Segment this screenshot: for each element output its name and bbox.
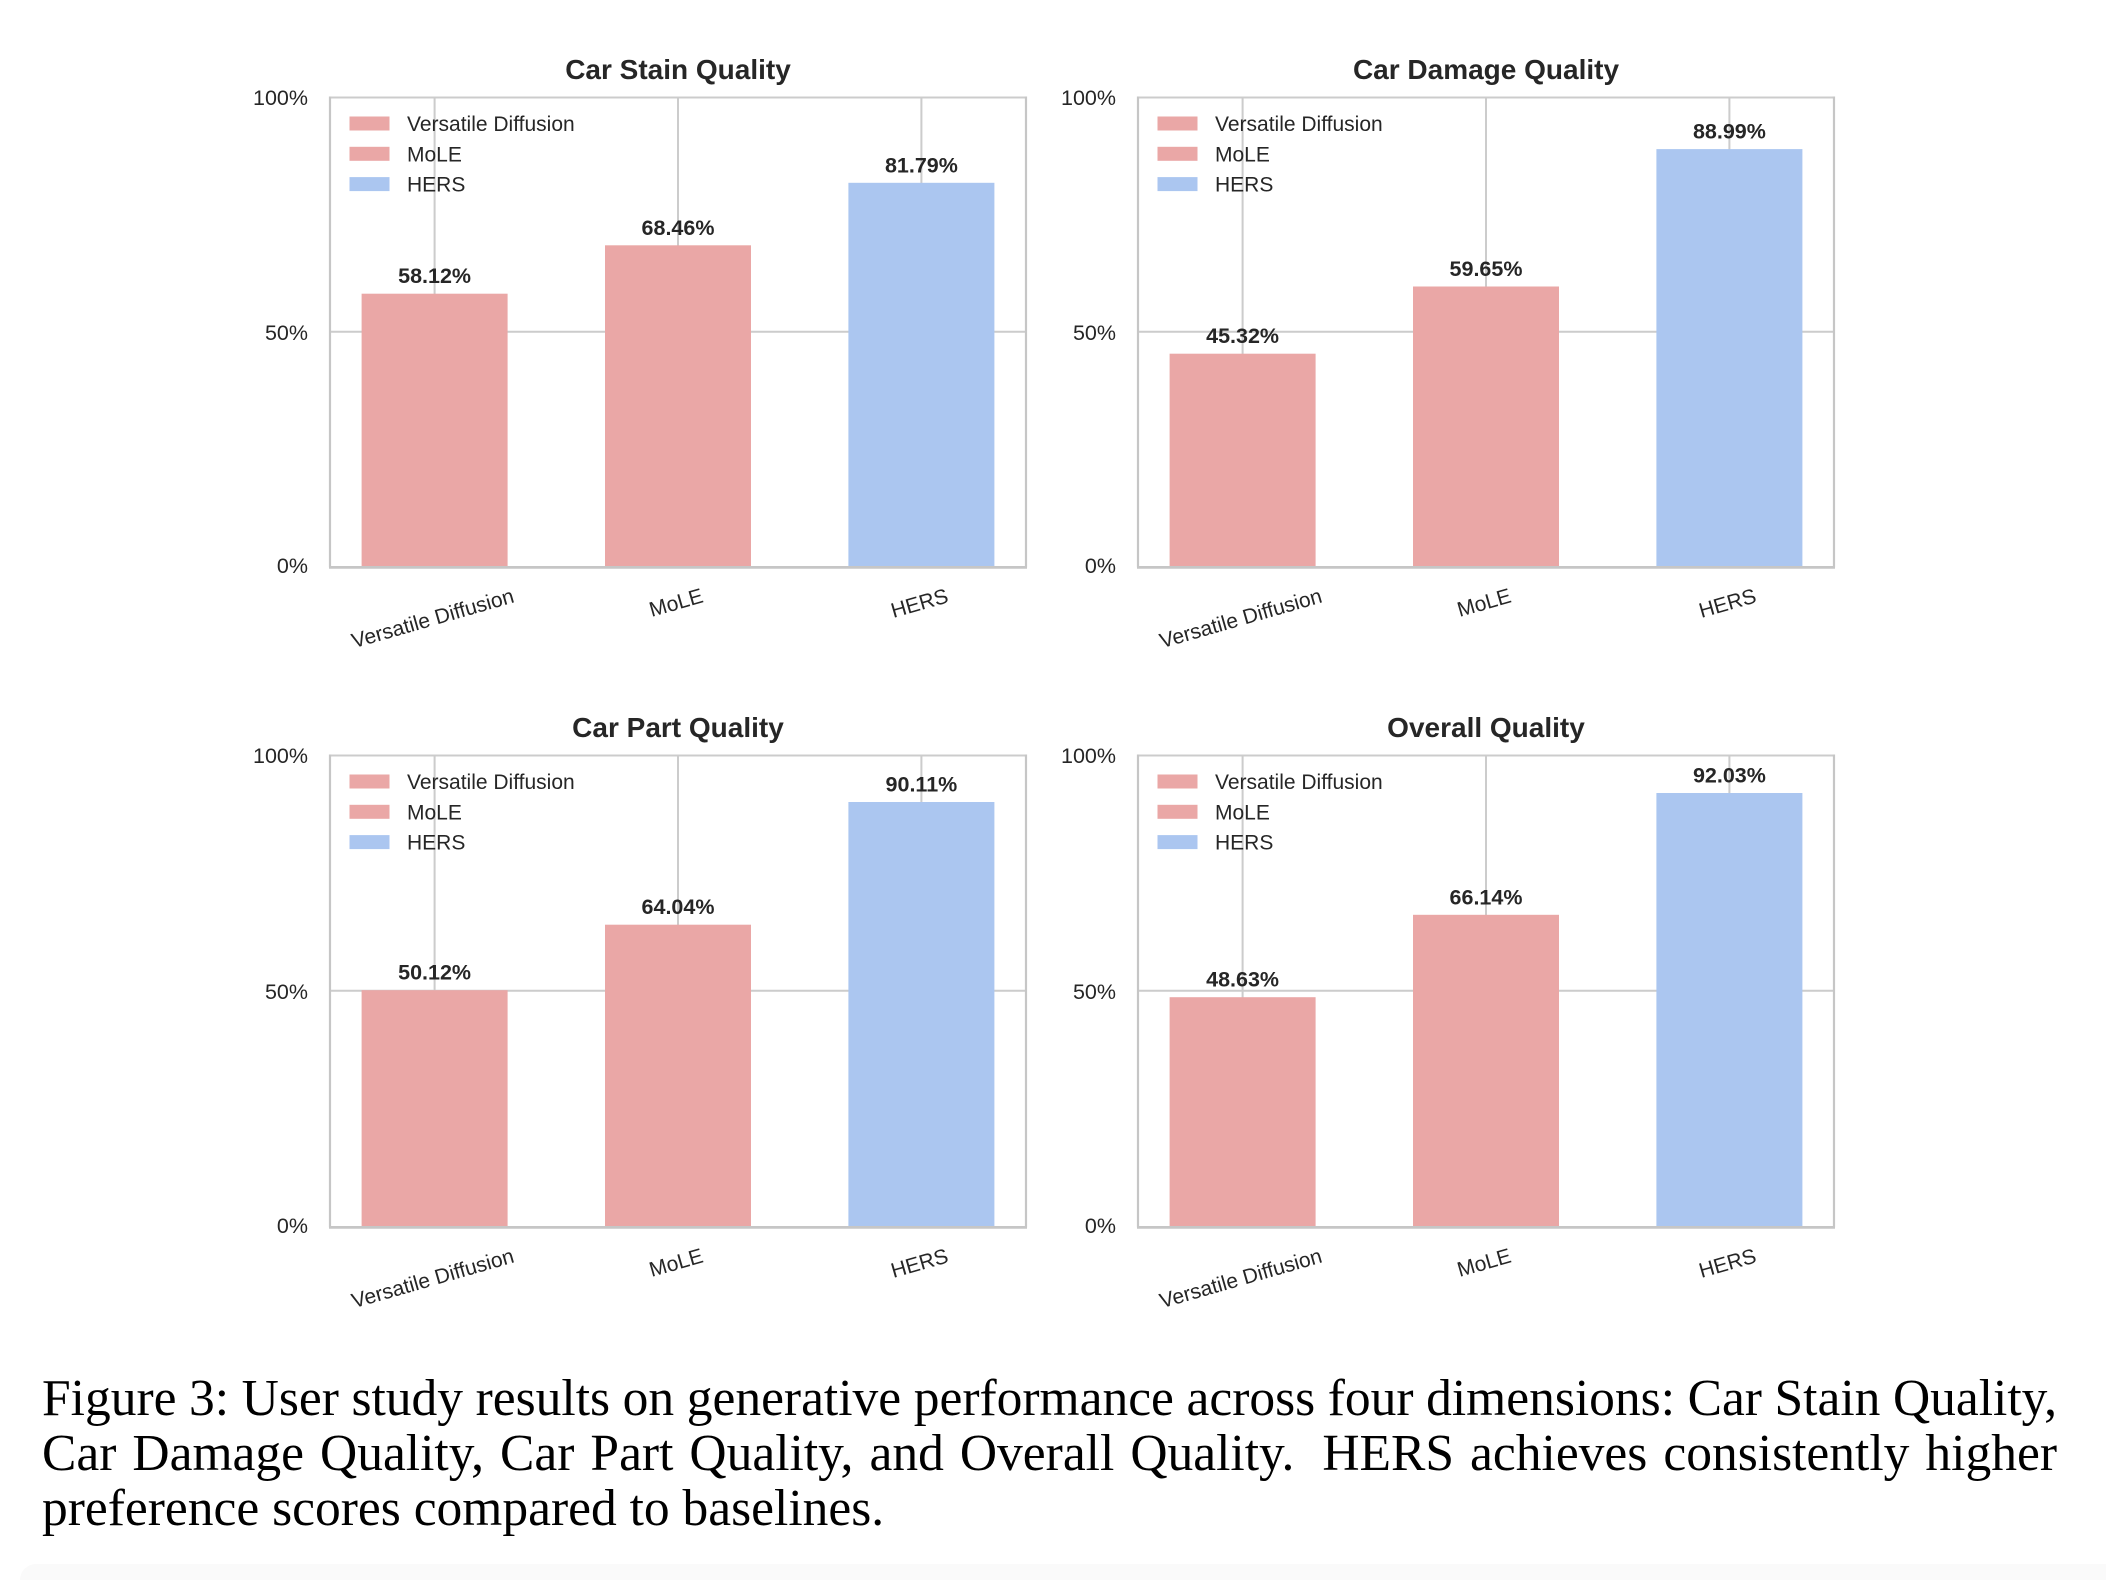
svg-text:HERS: HERS [1215,832,1273,855]
svg-text:Versatile Diffusion: Versatile Diffusion [407,771,575,794]
svg-text:MoLE: MoLE [1215,801,1270,824]
svg-text:0%: 0% [1085,1214,1116,1238]
svg-text:Versatile Diffusion: Versatile Diffusion [1215,113,1383,136]
svg-text:58.12%: 58.12% [398,264,471,288]
svg-text:92.03%: 92.03% [1693,764,1766,788]
svg-text:MoLE: MoLE [647,1245,706,1282]
svg-text:50%: 50% [1073,321,1116,345]
svg-text:MoLE: MoLE [1215,143,1270,166]
svg-text:64.04%: 64.04% [642,895,715,919]
svg-text:50%: 50% [265,980,308,1004]
svg-text:48.63%: 48.63% [1206,968,1279,992]
svg-text:81.79%: 81.79% [885,153,958,177]
svg-text:Car Stain Quality: Car Stain Quality [565,54,791,85]
svg-text:MoLE: MoLE [407,801,462,824]
svg-text:100%: 100% [1061,744,1116,768]
svg-text:Versatile Diffusion: Versatile Diffusion [1157,1245,1325,1313]
svg-text:90.11%: 90.11% [886,773,958,797]
svg-text:Car Damage Quality: Car Damage Quality [1353,54,1620,85]
svg-text:Versatile Diffusion: Versatile Diffusion [407,113,575,136]
svg-text:50%: 50% [1073,980,1116,1004]
svg-text:HERS: HERS [407,832,465,855]
svg-text:59.65%: 59.65% [1450,257,1523,281]
svg-text:0%: 0% [277,554,308,578]
svg-text:100%: 100% [253,86,308,110]
svg-text:MoLE: MoLE [1455,585,1514,622]
svg-text:0%: 0% [277,1214,308,1238]
svg-text:Car Part Quality: Car Part Quality [572,712,784,743]
svg-text:100%: 100% [1061,86,1116,110]
svg-text:66.14%: 66.14% [1450,885,1523,909]
svg-text:88.99%: 88.99% [1693,120,1766,144]
svg-text:MoLE: MoLE [647,585,706,622]
svg-text:HERS: HERS [1215,174,1273,197]
svg-text:50%: 50% [265,321,308,345]
svg-text:HERS: HERS [1696,1245,1758,1283]
svg-text:Versatile Diffusion: Versatile Diffusion [349,585,517,653]
svg-text:HERS: HERS [888,1245,950,1283]
svg-text:HERS: HERS [1696,585,1758,623]
svg-text:HERS: HERS [407,174,465,197]
svg-text:45.32%: 45.32% [1206,324,1279,348]
svg-text:0%: 0% [1085,554,1116,578]
svg-text:MoLE: MoLE [1455,1245,1514,1282]
svg-text:HERS: HERS [888,585,950,623]
svg-text:68.46%: 68.46% [642,216,715,240]
svg-text:Overall Quality: Overall Quality [1387,712,1585,743]
svg-text:50.12%: 50.12% [398,961,471,985]
svg-text:Versatile Diffusion: Versatile Diffusion [1215,771,1383,794]
svg-text:Versatile Diffusion: Versatile Diffusion [349,1245,517,1313]
svg-text:Versatile Diffusion: Versatile Diffusion [1157,585,1325,653]
svg-text:100%: 100% [253,744,308,768]
svg-text:MoLE: MoLE [407,143,462,166]
